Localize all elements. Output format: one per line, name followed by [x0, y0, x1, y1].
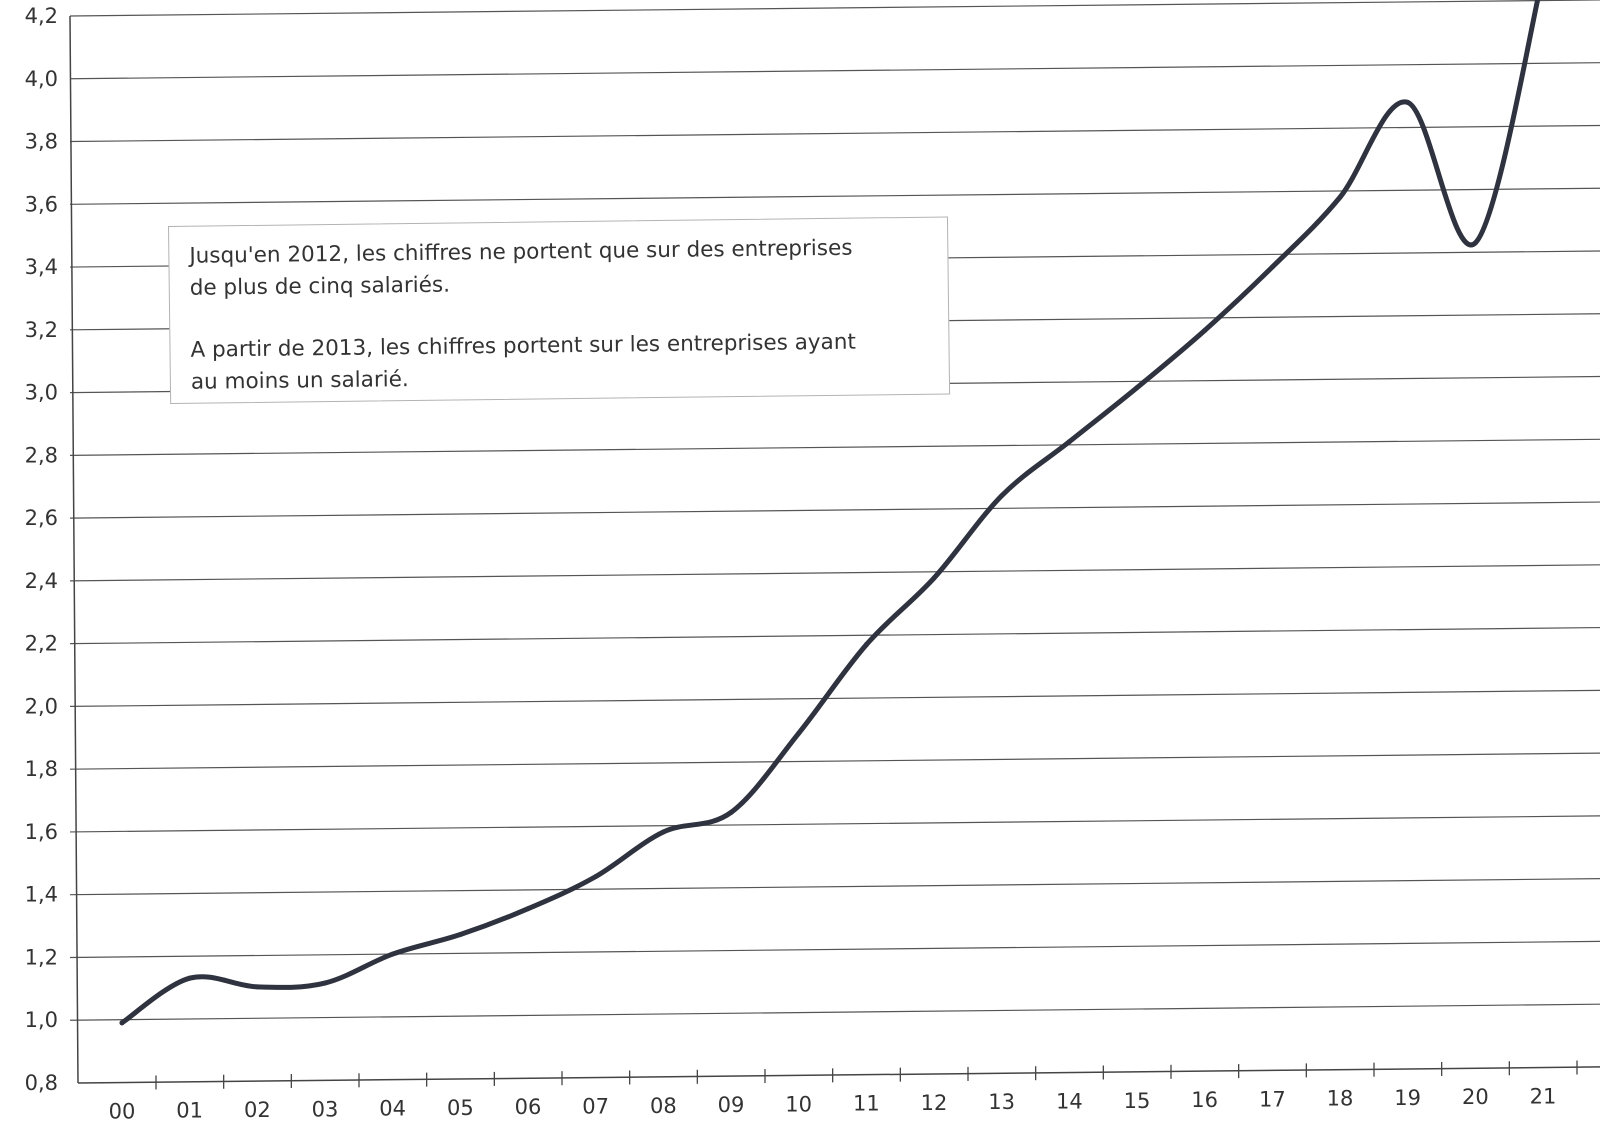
x-tick-label: 07 [582, 1094, 609, 1118]
y-tick-label: 2,4 [25, 569, 58, 593]
data-point [1269, 264, 1275, 270]
x-tick-label: 00 [109, 1099, 136, 1123]
x-tick-label: 13 [988, 1090, 1015, 1114]
x-tick-label: 14 [1056, 1090, 1083, 1114]
y-tick-label: 3,4 [25, 255, 58, 279]
y-tick-label: 1,6 [25, 820, 58, 844]
x-tick-label: 18 [1327, 1087, 1354, 1111]
series-line [119, 0, 1541, 1026]
y-tick-label: 3,8 [25, 130, 58, 154]
y-axis: 4,2 4,0 3,8 3,6 3,4 3,2 3,0 2,8 2,6 2,4 2,2 2,0 1,8 1… [25, 4, 79, 1095]
data-point [1405, 99, 1411, 105]
y-tick-label: 2,8 [25, 443, 58, 467]
x-tick-label: 08 [650, 1094, 677, 1118]
data-point [728, 809, 734, 815]
x-tick-label: 02 [244, 1098, 271, 1122]
y-tick-label: 3,2 [25, 318, 58, 342]
y-tick-label: 1,8 [25, 757, 58, 781]
y-tick-label: 3,0 [25, 381, 58, 405]
data-point [999, 493, 1005, 499]
y-axis-line [69, 15, 79, 1084]
y-tick-label: 2,0 [25, 694, 58, 718]
gridline [69, 752, 1601, 770]
x-tick-label: 20 [1462, 1085, 1489, 1109]
x-tick-label: 15 [1124, 1089, 1151, 1113]
data-point [457, 932, 463, 938]
data-point [254, 984, 260, 990]
x-tick-label: 19 [1394, 1086, 1421, 1110]
x-tick-label: 06 [515, 1095, 542, 1119]
gridline [69, 1003, 1601, 1021]
annotation-box: Jusqu'en 2012, les chiffres ne portent q… [168, 216, 951, 404]
gridline [69, 815, 1601, 833]
data-point [660, 829, 666, 835]
gridline [69, 501, 1601, 519]
data-point [525, 906, 531, 912]
gridline [69, 187, 1601, 205]
data-point [1472, 240, 1478, 246]
gridline [69, 940, 1601, 959]
x-tick-label: 04 [379, 1097, 406, 1121]
series [119, 0, 1541, 1026]
gridline [69, 0, 1601, 17]
gridline [69, 689, 1601, 708]
data-point [322, 980, 328, 986]
data-point [931, 575, 937, 581]
x-axis: 00 01 02 03 04 05 06 07 08 09 10 11 12 13 14 15 16 17 18 19… [77, 1060, 1601, 1123]
y-tick-label: 1,4 [25, 883, 58, 907]
y-tick-label: 2,2 [25, 632, 58, 656]
data-point [1202, 327, 1208, 333]
y-tick-label: 3,6 [25, 192, 58, 216]
x-tick-label: 01 [176, 1099, 203, 1123]
data-point [863, 642, 869, 648]
x-tick-label: 05 [447, 1096, 474, 1120]
gridline [69, 438, 1601, 456]
data-point [119, 1020, 125, 1026]
data-point [593, 874, 599, 880]
gridline [69, 62, 1601, 80]
data-point [390, 951, 396, 957]
x-tick-label: 21 [1530, 1085, 1557, 1109]
x-tick-label: 09 [718, 1093, 745, 1117]
y-tick-label: 4,2 [25, 4, 58, 28]
y-tick-label: 1,2 [25, 945, 58, 969]
gridline [69, 878, 1601, 896]
x-tick-label: 17 [1259, 1087, 1286, 1111]
x-tick-label: 12 [921, 1091, 948, 1115]
x-tick-label: 03 [312, 1097, 339, 1121]
y-tick-label: 2,6 [25, 506, 58, 530]
y-tick-label: 0,8 [25, 1071, 58, 1095]
gridline [69, 564, 1601, 582]
gridline [69, 626, 1601, 645]
x-axis-line [77, 1066, 1601, 1084]
data-point [796, 730, 802, 736]
y-tick-label: 4,0 [25, 67, 58, 91]
gridlines [69, 0, 1601, 1021]
x-tick-label: 11 [853, 1092, 880, 1116]
data-point [1066, 439, 1072, 445]
x-tick-label: 10 [785, 1092, 812, 1116]
x-tick-label: 16 [1191, 1088, 1218, 1112]
data-point [1337, 194, 1343, 200]
gridline [69, 124, 1601, 143]
y-tick-label: 1,0 [25, 1008, 58, 1032]
data-point [187, 975, 193, 981]
data-point [1134, 385, 1140, 391]
